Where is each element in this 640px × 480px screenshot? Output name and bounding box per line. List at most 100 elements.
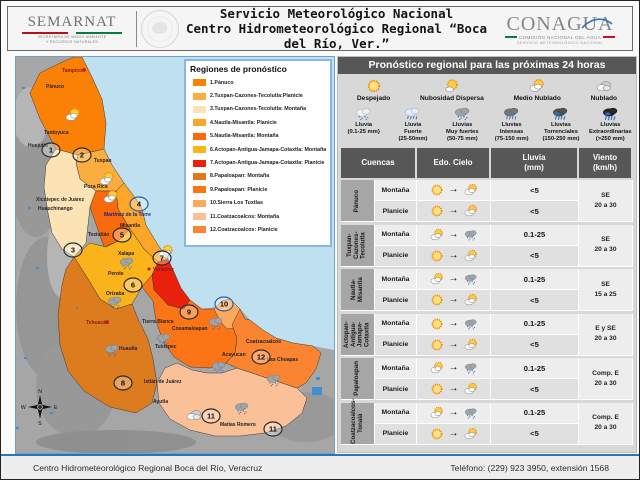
svg-text:W: W [21, 405, 26, 411]
rain-amount-cell: 0.1-25 [491, 402, 579, 424]
region-marker [263, 421, 283, 437]
wind-line: SE [601, 191, 610, 199]
rain3-icon [464, 317, 478, 331]
terrain-cell: Planicie [375, 379, 417, 401]
cuenca-cell: Actopan-Antigua-Jamapa-Cotaxtla [341, 313, 375, 356]
forecast-table-body: Pánuco Montaña → <5 Planicie → <5 SE 20 a 30 Tuxp… [341, 180, 633, 445]
sun-icon [430, 317, 444, 331]
legend-swatch [193, 132, 206, 140]
wind-cell: SE 20 a 30 [579, 224, 633, 267]
legend-item-label: 10.Sierra Los Tuxtlas [210, 200, 263, 207]
sun-icon [430, 293, 444, 307]
arrow-icon: → [448, 205, 459, 217]
region-marker [214, 296, 234, 312]
cuenca-cell: Papaloapan [341, 358, 375, 401]
suncloud-icon [430, 361, 444, 375]
region-12-coatzacoalcos-planicie [225, 308, 322, 389]
rain-amount-cell: <5 [491, 180, 579, 202]
sky-state-cell: → [417, 180, 491, 202]
sky-legend-item: Medio Nublado [514, 78, 561, 102]
rain-legend-label: Lluvia [355, 122, 373, 128]
rain3-icon [464, 361, 478, 375]
sky-legend-item: Nublado [591, 78, 617, 102]
legend-item: 1.Pánuco [189, 76, 327, 89]
rain-amount-cell: <5 [491, 334, 579, 356]
city-label: Coatzacoalcos [246, 339, 281, 345]
legend-swatch [193, 79, 206, 87]
sky-legend-label: Nublado [590, 95, 618, 102]
suncloud-icon [430, 272, 444, 286]
rain-legend-label: (0.1-25 mm) [347, 128, 380, 135]
sun-icon [430, 427, 444, 441]
footer-center-name: Centro Hidrometeorológico Regional Boca … [33, 462, 263, 473]
legend-item: 12.Coatzacoalcos: Planicie [189, 223, 327, 236]
region-marker-number: 11 [207, 412, 215, 421]
sky-state-cell: → [417, 313, 491, 335]
arrow-icon: → [448, 427, 459, 439]
region-marker-number: 6 [131, 281, 135, 290]
footer-bar: Centro Hidrometeorológico Regional Boca … [1, 454, 639, 479]
region-marker [41, 142, 61, 158]
rain-amount-cell: 0.1-25 [491, 269, 579, 291]
suncloud-icon [529, 78, 545, 94]
rain-legend-item: Lluvias Muy fuertes (50-75 mm) [438, 105, 487, 143]
legend-swatch [193, 172, 206, 180]
semarnat-subtitle: SECRETARÍA DE MEDIO AMBIENTE Y RECURSOS … [37, 35, 107, 44]
terrain-cell: Montaña [375, 313, 417, 335]
rain-legend-label: Torrenciales [543, 128, 578, 135]
sky-legend-label: Medio Nublado [513, 95, 561, 102]
forecast-title: Pronóstico regional para las próximas 24… [338, 57, 636, 74]
suncloud-icon [430, 406, 444, 420]
rain-amount-cell: <5 [491, 290, 579, 312]
conagua-subtitle-2: SERVICIO METEOROLÓGICO NACIONAL [517, 40, 603, 45]
rain-amount-cell: <5 [491, 379, 579, 401]
terrain-cell: Montaña [375, 180, 417, 202]
legend-swatch [193, 119, 206, 127]
legend-item: 6.Actopan-Antigua-Jamapa-Cotaxtla: Monta… [189, 143, 327, 156]
cuenca-cell: Nautla-Misantla [341, 269, 375, 312]
rain-legend-item: Lluvias Extraordinarias (>250 mm) [586, 105, 635, 143]
city-label: Matías Romero [220, 422, 256, 428]
wind-cell: SE 20 a 30 [579, 180, 633, 223]
legend-swatch [193, 92, 206, 100]
wind-line: 15 a 25 [594, 290, 617, 298]
rain-legend-label: (25-50mm) [398, 135, 428, 142]
sky-legend-label: Despejado [356, 95, 391, 102]
region-marker-number: 9 [187, 308, 191, 317]
sky-legend-label: Nubosidad Dispersa [420, 95, 484, 102]
city-label: Tehuacán [86, 320, 109, 326]
forecast-table-header: Cuencas Edo. Cielo Lluvia (mm) Viento (km/… [341, 147, 633, 178]
city-label: Misantla [120, 223, 140, 229]
rain-amount-cell: 0.1-25 [491, 224, 579, 246]
region-marker-number: 5 [120, 231, 124, 240]
region-marker [179, 304, 199, 320]
city-label: Tierra Blanca [142, 319, 174, 325]
terrain-cell: Planicie [375, 201, 417, 223]
footer-phone: Teléfono: (229) 923 3950, extensión 1568 [450, 462, 609, 473]
suncloud-icon [464, 293, 478, 307]
rain-legend-item: Lluvias Intensas (75-150 mm) [487, 105, 536, 143]
rain-amount-cell: 0.1-25 [491, 313, 579, 335]
legend-item: 8.Papaloapan: Montaña [189, 170, 327, 183]
sky-condition-legend: Despejado Nubosidad Dispersa Medio Nublado… [338, 74, 636, 102]
map-legend: Regiones de pronóstico 1.Pánuco 2.Tuxpan-… [184, 59, 332, 247]
suncloud-sm-icon [444, 78, 460, 94]
wind-line: SE [601, 236, 610, 244]
wind-line: Comp. E [592, 414, 619, 422]
sky-state-cell: → [417, 245, 491, 267]
arrow-icon: → [448, 184, 459, 196]
cuenca-cell: Pánuco [341, 180, 375, 223]
rain3-icon [464, 272, 478, 286]
region-marker [129, 196, 149, 212]
conagua-subtitle-1: COMISIÓN NACIONAL DEL AGUA [496, 35, 624, 40]
forecast-regions-map: Tampico Pánuco Tantoyuca Huejutla Tuxpan Poza… [10, 56, 346, 454]
map-legend-list: 1.Pánuco 2.Tuxpan-Cazones-Tecolutla:Plani… [189, 76, 327, 237]
rain6-icon [602, 105, 619, 122]
arrow-icon: → [448, 383, 459, 395]
city-dots [82, 68, 151, 324]
rain-legend-label: (150-250 mm) [542, 135, 580, 142]
forecast-regions [29, 56, 322, 437]
cuenca-name: Pánuco [353, 189, 361, 213]
